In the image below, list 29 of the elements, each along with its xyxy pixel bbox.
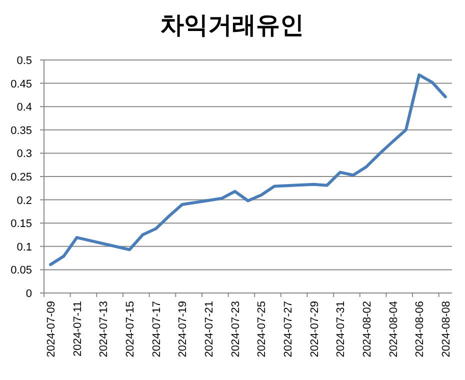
y-tick-label: 0.4 bbox=[16, 102, 32, 114]
x-tick-label: 2024-07-21 bbox=[204, 301, 216, 358]
y-tick-label: 0.1 bbox=[16, 241, 32, 254]
x-tick-label: 2024-07-23 bbox=[230, 301, 242, 358]
x-tick-label: 2024-08-06 bbox=[414, 301, 426, 358]
line-series bbox=[49, 73, 447, 266]
x-tick-label: 2024-08-02 bbox=[361, 301, 374, 358]
x-tick-label: 2024-07-27 bbox=[282, 301, 294, 358]
y-tick-label: 0.15 bbox=[10, 218, 32, 230]
chart-title: 차익거래유인 bbox=[160, 12, 304, 39]
x-tick-label: 2024-07-15 bbox=[124, 301, 137, 358]
x-tick-label: 2024-07-17 bbox=[150, 301, 163, 358]
x-tick-label: 2024-07-11 bbox=[72, 301, 84, 356]
y-tick-label: 0.05 bbox=[10, 264, 32, 277]
x-tick-label: 2024-07-09 bbox=[46, 301, 58, 358]
x-tick-label: 2024-07-19 bbox=[177, 301, 190, 358]
x-tick-label: 2024-07-31 bbox=[335, 301, 348, 358]
x-tick-label: 2024-07-29 bbox=[308, 301, 321, 358]
y-tick-label: 0.3 bbox=[16, 148, 32, 160]
x-tick-label: 2024-08-08 bbox=[440, 301, 452, 358]
y-tick-label: 0.5 bbox=[16, 55, 32, 67]
y-tick-label: 0 bbox=[26, 288, 32, 300]
y-tick-label: 0.25 bbox=[10, 172, 32, 184]
y-tick-label: 0.2 bbox=[16, 194, 32, 207]
x-tick-label: 2024-07-25 bbox=[256, 301, 268, 358]
y-tick-label: 0.45 bbox=[10, 78, 32, 90]
x-tick-label: 2024-07-13 bbox=[98, 301, 110, 358]
y-tick-label: 0.35 bbox=[10, 124, 32, 137]
x-tick-label: 2024-08-04 bbox=[388, 301, 400, 358]
